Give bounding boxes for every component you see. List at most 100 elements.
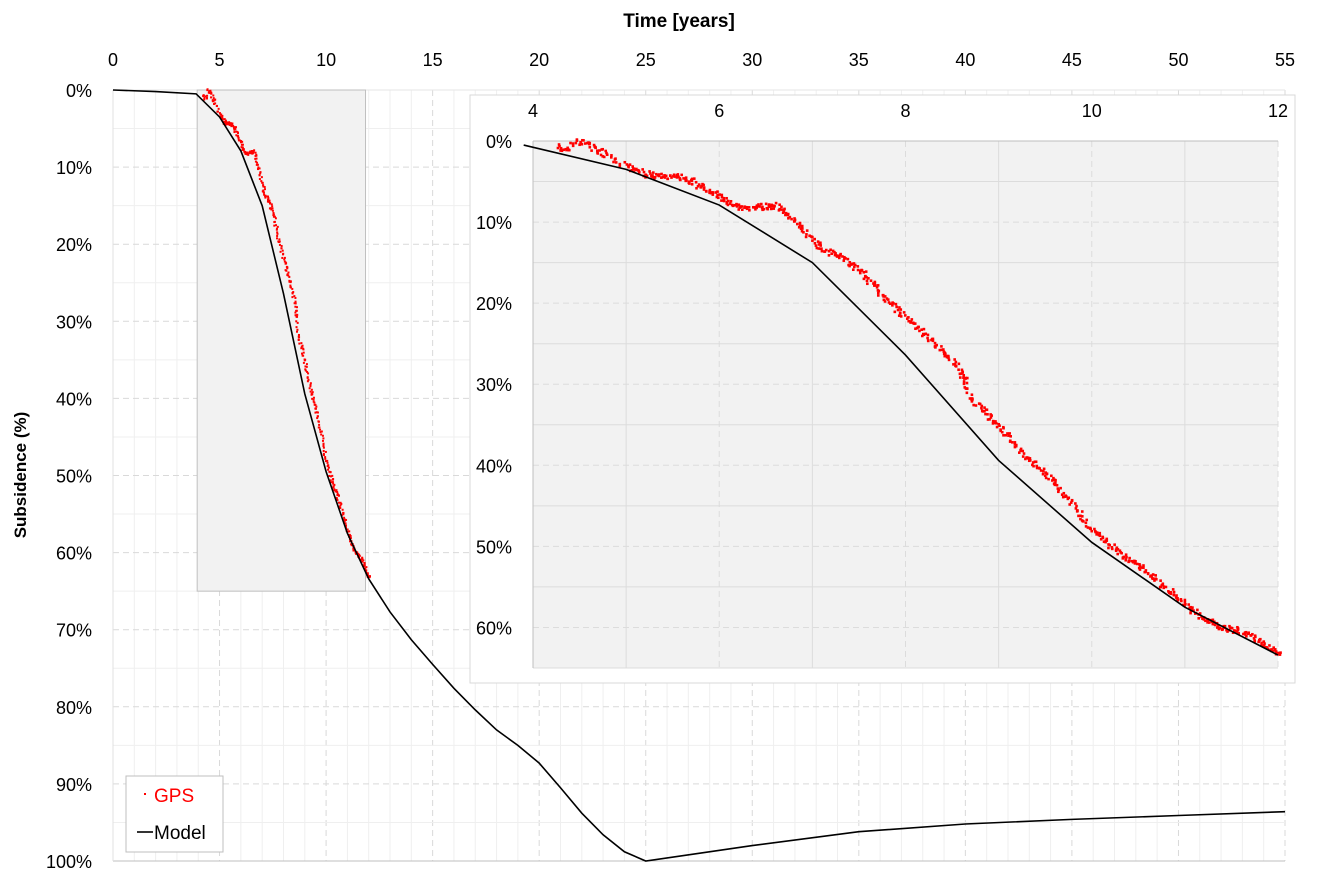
gps-point bbox=[702, 186, 706, 189]
gps-point bbox=[296, 321, 299, 324]
gps-point bbox=[1008, 432, 1011, 435]
gps-point bbox=[1201, 617, 1204, 620]
gps-point bbox=[285, 269, 288, 272]
gps-point bbox=[670, 176, 673, 179]
y-axis-title: Subsidence (%) bbox=[11, 412, 30, 539]
gps-point bbox=[819, 242, 822, 246]
gps-point bbox=[209, 89, 212, 92]
gps-point bbox=[569, 141, 572, 145]
gps-point bbox=[856, 265, 860, 268]
gps-point bbox=[786, 212, 790, 216]
gps-point bbox=[346, 528, 349, 531]
gps-point bbox=[1102, 540, 1106, 544]
gps-point bbox=[593, 145, 597, 148]
gps-point bbox=[872, 282, 875, 285]
gps-point bbox=[838, 254, 842, 257]
gps-point bbox=[357, 554, 360, 557]
gps-point bbox=[583, 142, 587, 145]
gps-point bbox=[720, 199, 723, 202]
gps-point bbox=[842, 259, 846, 262]
gps-point bbox=[295, 330, 298, 333]
gps-point bbox=[303, 359, 306, 362]
gps-point bbox=[304, 365, 307, 368]
gps-point bbox=[1055, 483, 1059, 487]
gps-point bbox=[688, 182, 691, 185]
gps-point bbox=[968, 397, 972, 400]
gps-point bbox=[1183, 598, 1187, 602]
gps-point bbox=[1002, 434, 1005, 437]
gps-point bbox=[1142, 564, 1145, 567]
gps-point bbox=[649, 172, 652, 175]
gps-point bbox=[1214, 623, 1217, 627]
gps-point bbox=[1039, 469, 1043, 472]
gps-point bbox=[305, 363, 308, 366]
gps-point bbox=[720, 193, 724, 197]
gps-point bbox=[877, 289, 881, 293]
gps-point bbox=[958, 376, 962, 379]
gps-point bbox=[320, 430, 323, 433]
gps-point bbox=[1080, 515, 1084, 518]
gps-point bbox=[214, 102, 217, 105]
gps-point bbox=[283, 256, 286, 259]
gps-point bbox=[206, 88, 209, 91]
gps-point bbox=[655, 172, 658, 176]
x-tick-label: 30 bbox=[742, 50, 762, 70]
gps-point bbox=[1043, 474, 1047, 478]
inset-x-tick-label: 10 bbox=[1082, 101, 1102, 121]
gps-point bbox=[255, 161, 258, 164]
gps-point bbox=[637, 169, 641, 173]
gps-point bbox=[1042, 469, 1045, 473]
gps-point bbox=[322, 446, 325, 449]
gps-point bbox=[223, 121, 226, 124]
gps-point bbox=[588, 145, 592, 149]
gps-point bbox=[332, 482, 335, 485]
gps-point bbox=[986, 413, 989, 416]
gps-point bbox=[279, 250, 282, 253]
gps-point bbox=[1093, 527, 1096, 531]
gps-point bbox=[1013, 445, 1017, 449]
gps-point bbox=[363, 562, 366, 565]
gps-point bbox=[294, 296, 297, 299]
legend-box bbox=[125, 775, 224, 853]
gps-point bbox=[1162, 586, 1166, 590]
gps-point bbox=[1124, 558, 1128, 562]
gps-point bbox=[984, 412, 987, 416]
legend-gps-label: GPS bbox=[154, 786, 194, 807]
gps-point bbox=[898, 306, 901, 309]
gps-point bbox=[332, 486, 335, 489]
gps-point bbox=[1260, 641, 1263, 645]
gps-point bbox=[974, 404, 978, 407]
gps-point bbox=[317, 420, 320, 423]
gps-point bbox=[304, 369, 307, 372]
x-tick-label: 55 bbox=[1275, 50, 1295, 70]
gps-point bbox=[882, 295, 885, 298]
gps-point bbox=[1034, 460, 1038, 464]
gps-point bbox=[722, 196, 726, 200]
gps-point bbox=[852, 262, 856, 265]
gps-point bbox=[341, 508, 344, 511]
gps-point bbox=[1088, 527, 1092, 530]
gps-point bbox=[335, 489, 338, 492]
gps-point bbox=[345, 518, 348, 521]
gps-point bbox=[330, 481, 333, 484]
gps-point bbox=[307, 378, 310, 381]
gps-point bbox=[1190, 607, 1194, 610]
inset-y-tick-label: 0% bbox=[486, 132, 512, 152]
gps-point bbox=[1019, 449, 1023, 453]
gps-point bbox=[1151, 573, 1155, 576]
gps-point bbox=[694, 180, 698, 184]
gps-point bbox=[1038, 467, 1041, 470]
gps-point bbox=[1217, 627, 1221, 631]
gps-point bbox=[271, 205, 274, 208]
inset-chart: 4 6 8 10 12 0% 10% 20% 30% 40% 50% 60% bbox=[469, 94, 1296, 684]
gps-point bbox=[310, 393, 313, 396]
gps-point bbox=[1104, 540, 1107, 544]
gps-point bbox=[250, 150, 253, 153]
gps-point bbox=[272, 213, 275, 216]
gps-point bbox=[1151, 577, 1155, 581]
gps-point bbox=[834, 252, 837, 255]
gps-point bbox=[231, 123, 234, 126]
gps-point bbox=[262, 184, 265, 187]
gps-point bbox=[1154, 574, 1157, 577]
gps-point bbox=[1070, 498, 1074, 502]
